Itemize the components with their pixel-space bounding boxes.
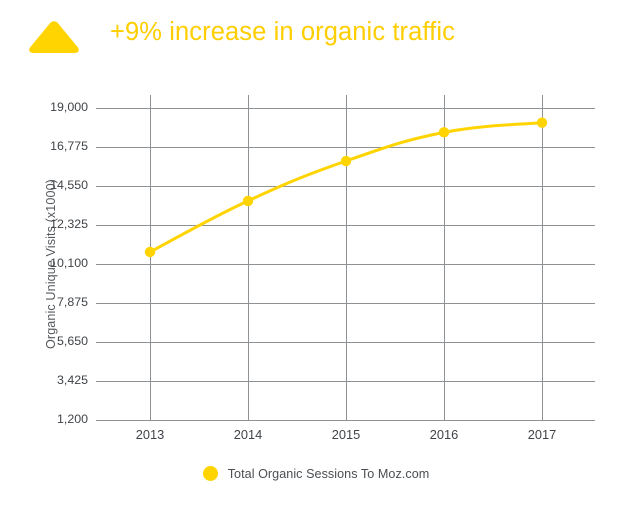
y-axis-tick-label: 3,425 [56, 373, 88, 387]
x-axis-tick-label: 2013 [135, 427, 165, 442]
chart-header: +9% increase in organic traffic [0, 0, 632, 78]
y-axis-tick-label: 12,325 [50, 217, 88, 231]
x-axis-tick-label: 2014 [233, 427, 263, 442]
y-axis-tick-label: 16,775 [50, 139, 88, 153]
y-axis-tick-label: 1,200 [56, 412, 88, 426]
y-axis-tick-label: 14,550 [50, 178, 88, 192]
page-title: +9% increase in organic traffic [110, 18, 455, 46]
legend-swatch-icon [202, 466, 218, 481]
data-point[interactable] [536, 117, 548, 128]
data-point[interactable] [438, 127, 450, 138]
y-axis-tick-label: 19,000 [50, 100, 88, 114]
x-axis-tick-label: 2015 [331, 427, 361, 442]
y-axis-tick-label: 5,650 [56, 334, 88, 348]
data-point[interactable] [144, 246, 156, 258]
x-axis-tick-label: 2017 [527, 427, 557, 442]
y-axis-tick-label: 10,100 [50, 256, 88, 270]
legend-item-label: Total Organic Sessions To Moz.com [227, 466, 430, 481]
y-axis-tick-labels: 1,200 3,425 5,650 7,875 10,100 12,325 14,550 16… [24, 0, 88, 512]
y-axis-tick-label: 7,875 [56, 295, 88, 309]
chart-legend: Total Organic Sessions To Moz.com [0, 466, 632, 481]
data-point[interactable] [340, 155, 352, 167]
x-axis-tick-label: 2016 [429, 427, 459, 442]
data-point[interactable] [242, 195, 254, 207]
series-data-points [144, 117, 548, 258]
vertical-gridlines [150, 95, 543, 420]
up-triangle-icon [29, 21, 79, 53]
